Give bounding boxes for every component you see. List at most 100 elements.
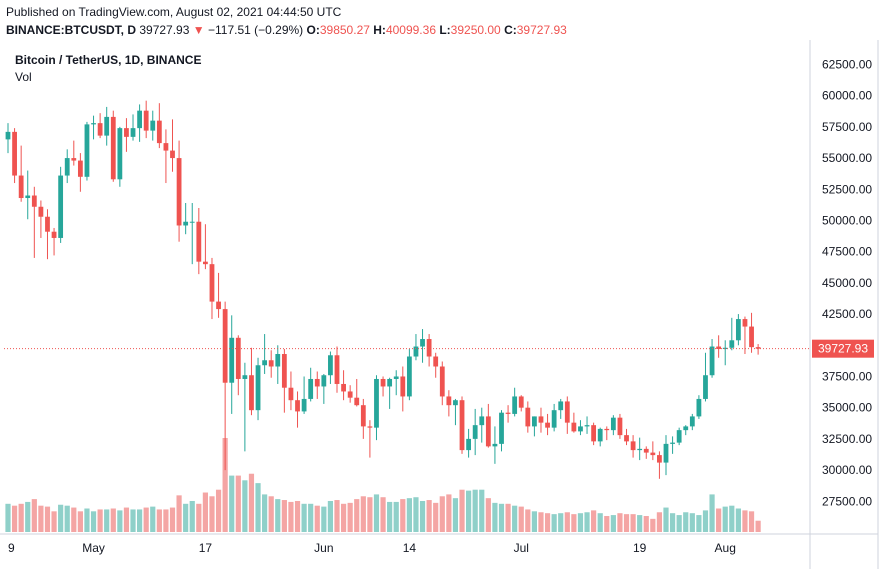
volume-bar [84,508,90,532]
x-tick-label: Jun [314,541,333,555]
volume-bar [64,505,70,532]
volume-bar [189,500,195,532]
volume-bar [597,513,603,532]
volume-bar [321,506,327,532]
candle-body [393,376,399,379]
y-tick-label: 57500.00 [822,120,872,134]
volume-bar [479,489,485,532]
volume-bar [5,503,11,532]
volume-bar [400,499,406,532]
legend-title: Bitcoin / TetherUS, 1D, BINANCE [15,53,202,67]
candle-body [45,216,50,232]
candle-body [604,428,610,431]
candle-body [262,360,268,366]
volume-bar [531,511,537,532]
candle-body [545,422,550,428]
volume-bar [702,510,709,532]
candle-body [268,360,274,367]
candle-body [334,355,340,384]
volume-bar [123,507,130,532]
candle-body [295,400,300,412]
volume-bar [433,502,439,532]
candle-body [637,448,643,451]
volume-bar [571,514,577,532]
candlestick-chart[interactable]: 39727.93 62500.00 60000.00 57500.00 55000.00… [0,40,885,569]
candle-body [584,425,590,427]
volume-bar [466,490,472,532]
volume-bar [156,509,162,532]
volume-bar [117,510,123,532]
y-tick-label: 52500.00 [822,182,872,196]
candle-body [281,354,287,388]
x-tick-label: Jul [514,541,529,555]
volume-bar [229,475,235,532]
y-tick-label: 37500.00 [822,369,872,383]
volume-bar [202,492,208,532]
candle-body [617,417,623,436]
candle-body [367,426,373,428]
candle-body [459,400,465,451]
volume-bar [656,512,663,532]
x-tick-label: 17 [199,541,213,555]
volume-bar [498,503,505,532]
volume-bar [255,483,261,532]
volume-bar [538,512,544,532]
candle-body [229,337,235,383]
y-tick-label: 27500.00 [822,494,872,508]
volume-bar [354,499,360,532]
volume-bar [637,515,643,532]
candle-body [630,441,636,451]
candle-body [130,128,136,137]
volume-bar [551,514,557,532]
volume-bar [97,509,103,532]
candle-body [670,442,675,444]
volume-bar [716,508,722,532]
volume-bar [163,509,169,532]
candle-body [722,347,728,350]
volume-bar [235,475,241,532]
high-label: H: [373,23,386,37]
candle-body [657,455,662,463]
chart-area[interactable]: 39727.93 62500.00 60000.00 57500.00 55000.00… [0,40,885,569]
candle-body [696,398,702,417]
candle-body [505,412,511,414]
volume-bar [347,502,353,532]
candle-body [518,396,524,408]
volume-bar [544,513,551,532]
candle-body [742,319,748,327]
volume-bar [281,500,287,532]
candle-body [314,378,320,387]
candle-body [38,206,44,217]
volume-bar [617,513,623,532]
candle-body [466,438,471,451]
last-price-tag [812,339,874,358]
candle-body [321,375,327,387]
volume-bar [77,511,83,532]
candle-body [150,120,156,131]
candle-body [255,365,261,411]
candle-body [110,116,116,180]
candle-body [360,405,366,427]
candle-body [676,430,682,443]
volume-bar [196,503,202,532]
candle-body [64,158,70,176]
volume-bar [518,506,524,532]
volume-bar [334,500,340,532]
candle-body [571,422,577,432]
volume-bar [584,512,590,532]
volume-bar [623,514,630,532]
candle-body [512,396,518,414]
volume-bar [492,502,498,532]
candle-body [124,128,129,137]
volume-bar [44,506,51,532]
x-tick-label: 14 [403,541,417,555]
candle-body [183,221,189,226]
volume-bar [610,515,616,532]
candle-body [689,416,695,427]
volume-bar [25,501,31,532]
candle-body [308,378,314,399]
y-tick-label: 45000.00 [822,276,872,290]
volume-bar [558,513,564,532]
volume-bar [209,496,215,532]
x-tick-label: 9 [8,541,15,555]
